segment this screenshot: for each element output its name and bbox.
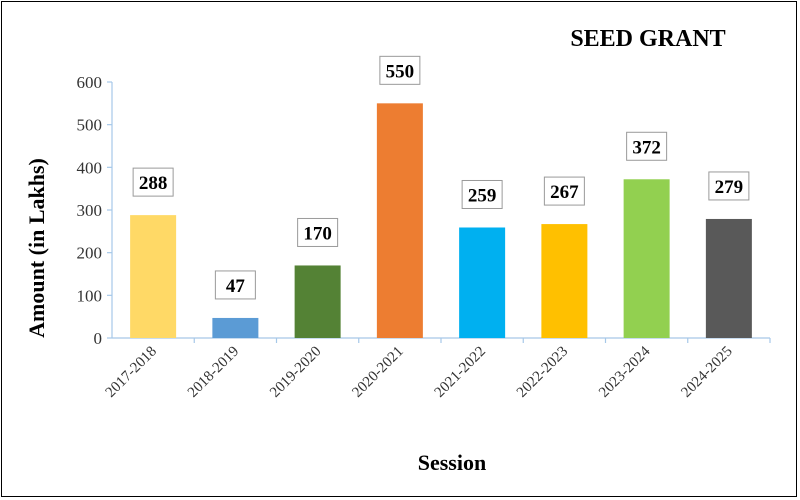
data-label-box [626, 131, 668, 161]
data-label-box [708, 171, 750, 201]
x-tick-label: 2020-2021 [349, 344, 406, 401]
x-tick-label: 2022-2023 [514, 344, 571, 401]
x-tick-label: 2019-2020 [267, 344, 324, 401]
data-label: 550 [386, 61, 415, 82]
data-label: 288 [139, 173, 168, 194]
bar [376, 103, 423, 338]
x-axis-title: Session [418, 450, 486, 475]
data-label: 372 [632, 137, 661, 158]
y-tick-label: 0 [94, 329, 103, 348]
x-tick-label: 2017-2018 [103, 344, 160, 401]
y-tick-label: 100 [77, 286, 103, 305]
bar [541, 224, 588, 338]
bar [459, 227, 506, 338]
data-label: 47 [226, 276, 246, 297]
data-label-box [214, 270, 256, 300]
chart-title: SEED GRANT [570, 26, 725, 52]
bar [130, 215, 177, 338]
y-tick-label: 400 [77, 158, 103, 177]
bar [705, 218, 752, 338]
y-tick-label: 200 [77, 244, 103, 263]
data-label: 170 [303, 223, 332, 244]
x-tick-label: 2024-2025 [678, 344, 735, 401]
data-label: 259 [468, 185, 497, 206]
data-label: 279 [715, 177, 744, 198]
y-tick-label: 600 [77, 73, 103, 92]
data-label-box [379, 55, 421, 85]
data-label-box [461, 179, 503, 209]
data-label: 267 [550, 182, 579, 203]
data-label-box [543, 176, 585, 206]
y-tick-label: 300 [77, 201, 103, 220]
x-tick-label: 2021-2022 [432, 344, 489, 401]
plot-area: 0 100 200 300 400 500 600 2017-2018 288 2018-2019… [77, 55, 771, 401]
bar [212, 317, 259, 338]
y-tick-label: 500 [77, 116, 103, 135]
x-tick-label: 2018-2019 [185, 344, 242, 401]
data-label-box [297, 217, 339, 247]
x-tick-label: 2023-2024 [596, 343, 654, 401]
y-axis-title: Amount (in Lakhs) [24, 158, 49, 338]
bar [294, 265, 341, 338]
bar [623, 179, 670, 338]
data-label-box [132, 167, 174, 197]
